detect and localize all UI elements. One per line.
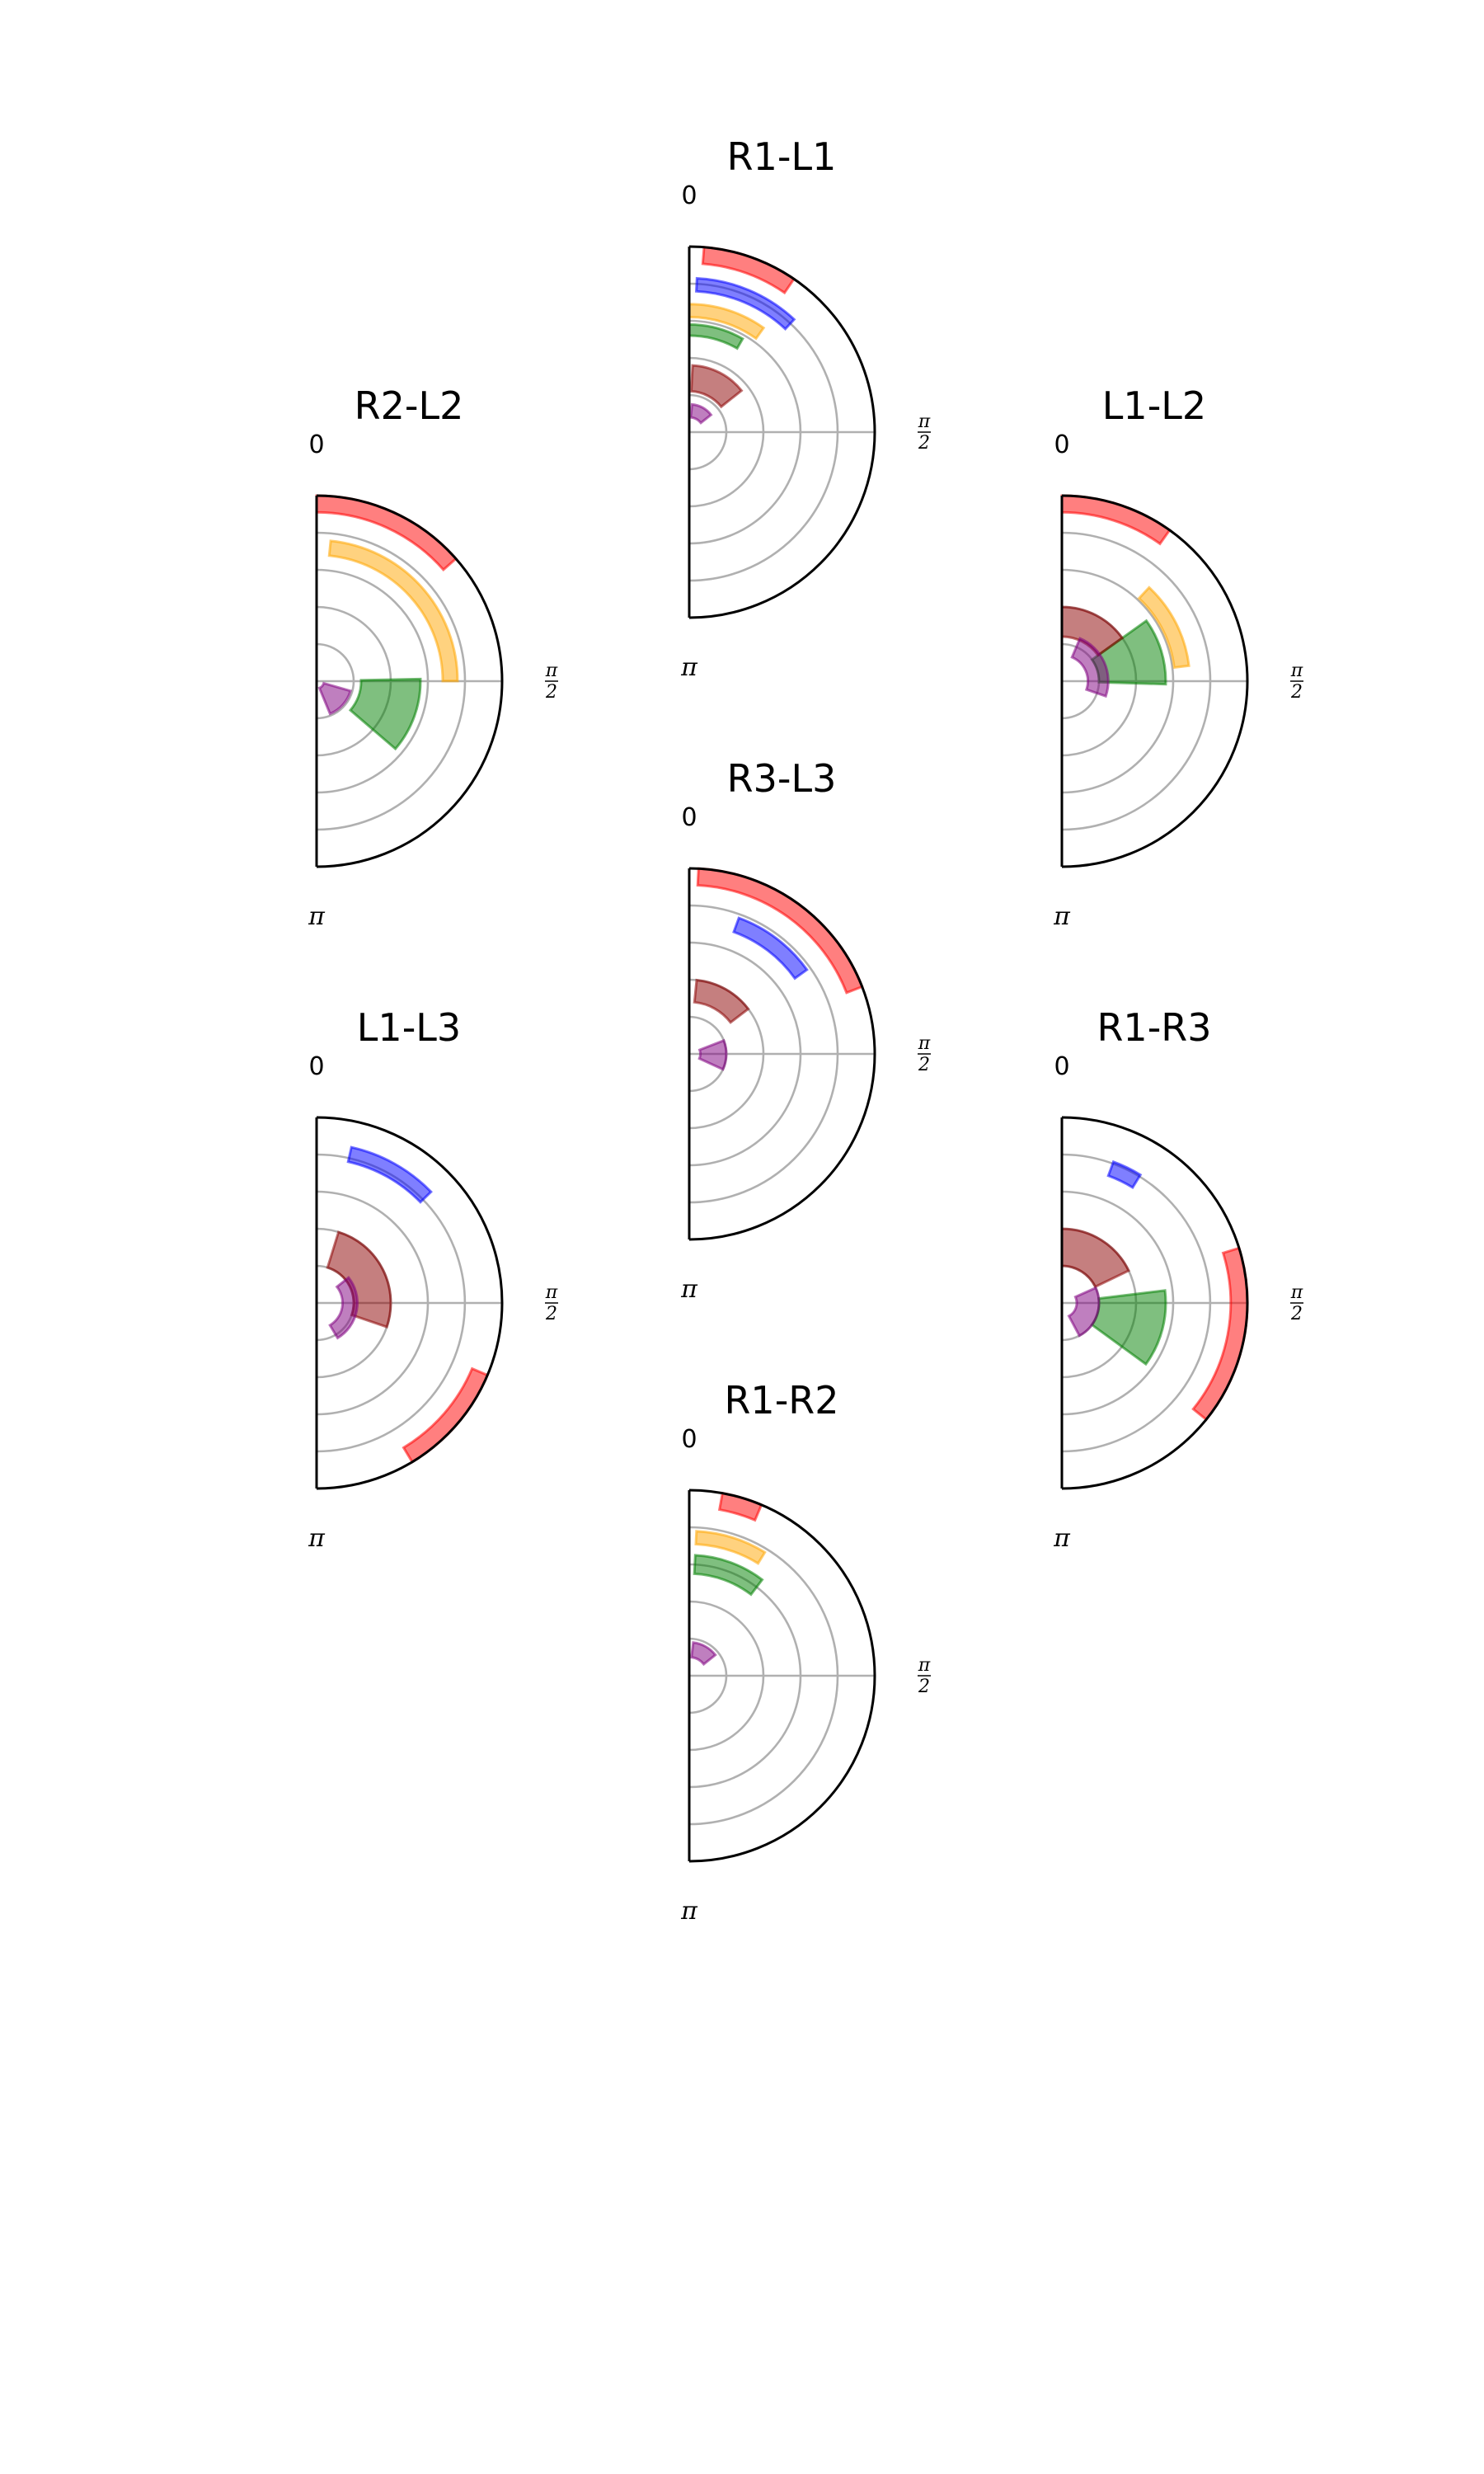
polar-bar	[694, 276, 796, 331]
polar-bar	[327, 539, 459, 683]
tick-label-zero: 0	[1054, 1052, 1069, 1081]
tick-label-half-pi: π2	[918, 1655, 931, 1697]
polar-bar	[689, 402, 713, 425]
tick-label-half-pi: π2	[1290, 1282, 1303, 1324]
tick-label-half-pi: π2	[545, 661, 558, 703]
tick-label-pi: π	[1053, 1524, 1071, 1553]
chart-title: R1-R2	[724, 1378, 838, 1423]
chart-title: R2-L2	[355, 383, 464, 428]
outer-spine	[688, 867, 876, 1241]
tick-label-half-pi-numerator: π	[918, 412, 931, 432]
tick-label-half-pi-denominator: 2	[545, 682, 557, 703]
tick-label-pi: π	[308, 1524, 326, 1553]
chart-title: R1-R3	[1097, 1005, 1211, 1050]
tick-label-pi: π	[680, 1275, 698, 1304]
outer-spine	[1061, 494, 1249, 868]
tick-label-zero: 0	[308, 430, 324, 459]
polar-bar	[1060, 1227, 1131, 1289]
tick-label-half-pi-denominator: 2	[918, 1677, 930, 1697]
polar-bar	[317, 681, 352, 716]
chart-title: R1-L1	[727, 134, 837, 179]
chart-title: L1-L3	[357, 1005, 461, 1050]
tick-label-half-pi-numerator: π	[918, 1655, 931, 1676]
tick-label-pi: π	[308, 902, 326, 931]
outer-spine	[1061, 1116, 1249, 1490]
tick-label-half-pi-numerator: π	[918, 1033, 931, 1054]
polar-bar	[697, 1038, 728, 1071]
polar-bar	[328, 1276, 359, 1340]
polar-bar	[1137, 586, 1190, 670]
polar-panels: R1-L10π2πR2-L20π2πL1-L20π2πR3-L30π2πL1-L…	[308, 134, 1303, 1926]
tick-label-pi: π	[680, 1897, 698, 1926]
outer-spine	[688, 245, 876, 619]
tick-label-zero: 0	[1054, 430, 1069, 459]
tick-label-half-pi: π2	[1290, 661, 1303, 703]
chart-title: R3-L3	[727, 756, 837, 801]
polar-bar	[346, 1145, 433, 1204]
tick-label-half-pi-numerator: π	[1290, 1282, 1303, 1303]
tick-label-half-pi-denominator: 2	[1290, 682, 1303, 703]
tick-label-pi: π	[680, 653, 698, 682]
tick-label-pi: π	[1053, 902, 1071, 931]
outer-spine	[688, 1489, 876, 1863]
tick-label-zero: 0	[681, 803, 697, 832]
polar-bar	[326, 1230, 392, 1329]
polar-bar	[1106, 1159, 1143, 1190]
chart-title: L1-L2	[1102, 383, 1206, 428]
polar-bar	[688, 303, 766, 341]
tick-label-half-pi-numerator: π	[545, 661, 558, 681]
tick-label-half-pi: π2	[918, 1033, 931, 1075]
polar-bar	[732, 916, 809, 981]
tick-label-zero: 0	[681, 181, 697, 210]
tick-label-half-pi: π2	[918, 412, 931, 454]
polar-bar	[348, 677, 422, 751]
polar-bar	[689, 364, 744, 409]
polar-bar	[1067, 1286, 1101, 1338]
tick-label-half-pi-denominator: 2	[918, 1055, 930, 1075]
tick-label-half-pi-denominator: 2	[545, 1304, 557, 1324]
outer-spine	[316, 494, 504, 868]
tick-label-zero: 0	[681, 1425, 697, 1454]
polar-bar	[1070, 637, 1110, 698]
tick-label-zero: 0	[308, 1052, 324, 1081]
tick-label-half-pi-numerator: π	[545, 1282, 558, 1303]
tick-label-half-pi: π2	[545, 1282, 558, 1324]
polar-bar	[693, 978, 750, 1024]
polar-bar	[1060, 605, 1125, 657]
tick-label-half-pi-denominator: 2	[918, 433, 930, 454]
polar-bar	[693, 1554, 764, 1597]
tick-label-half-pi-denominator: 2	[1290, 1304, 1303, 1324]
polar-bar	[690, 1641, 717, 1667]
polar-bar	[694, 1530, 767, 1565]
tick-label-half-pi-numerator: π	[1290, 661, 1303, 681]
outer-spine	[316, 1116, 504, 1490]
polar-bar	[688, 322, 744, 350]
